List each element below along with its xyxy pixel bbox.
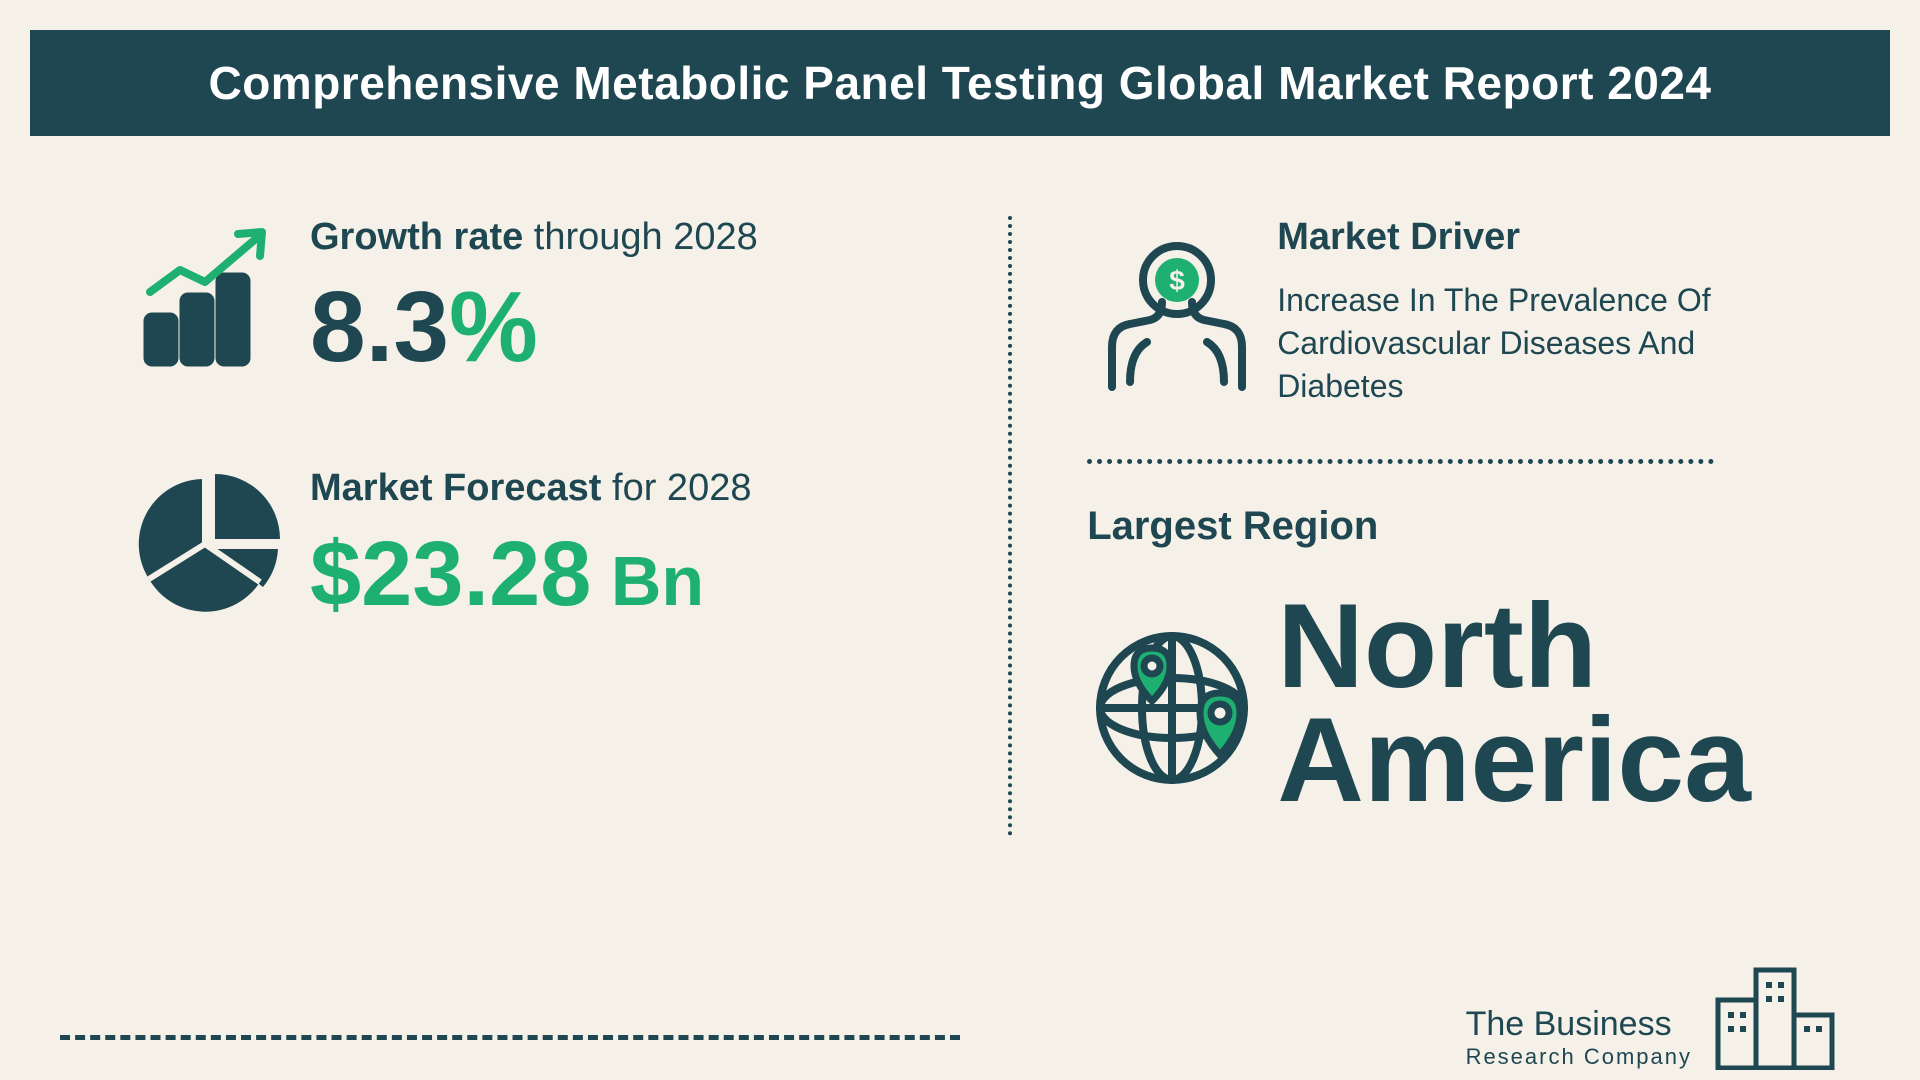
globe-pin-icon <box>1087 613 1277 793</box>
region-block: Largest Region <box>1087 504 1800 817</box>
vertical-divider <box>1008 216 1012 836</box>
driver-block: $ Market Driver Increase In The Prevalen… <box>1087 216 1800 409</box>
forecast-label: Market Forecast for 2028 <box>310 467 987 510</box>
forecast-label-rest: for 2028 <box>601 467 751 509</box>
bottom-dashed-line <box>60 1035 960 1040</box>
content-grid: Growth rate through 2028 8.3% <box>0 136 1920 896</box>
region-title: Largest Region <box>1087 504 1800 549</box>
driver-description: Increase In The Prevalence Of Cardiovasc… <box>1277 279 1800 409</box>
growth-label-rest: through 2028 <box>523 216 758 258</box>
logo-line2: Research Company <box>1466 1044 1692 1070</box>
logo-text: The Business Research Company <box>1466 1005 1692 1070</box>
header-bar: Comprehensive Metabolic Panel Testing Gl… <box>30 30 1890 136</box>
growth-value-suffix: % <box>449 271 538 383</box>
forecast-unit: Bn <box>591 542 704 620</box>
growth-block: Growth rate through 2028 8.3% <box>120 216 987 377</box>
logo-line1a: The <box>1466 1005 1534 1043</box>
logo-buildings-icon <box>1710 950 1850 1070</box>
horizontal-dotted-divider <box>1087 459 1714 464</box>
region-value-line1: North <box>1277 589 1751 703</box>
growth-value: 8.3% <box>310 277 987 377</box>
growth-chart-icon <box>120 222 300 372</box>
company-logo: The Business Research Company <box>1466 950 1850 1070</box>
forecast-value: $23.28 Bn <box>310 528 987 620</box>
driver-title: Market Driver <box>1277 216 1800 259</box>
left-column: Growth rate through 2028 8.3% <box>120 216 1027 896</box>
forecast-number: 23.28 <box>361 523 591 625</box>
growth-text: Growth rate through 2028 8.3% <box>300 216 987 377</box>
region-value-line2: America <box>1277 703 1751 817</box>
growth-label: Growth rate through 2028 <box>310 216 987 259</box>
right-column: $ Market Driver Increase In The Prevalen… <box>1027 216 1800 896</box>
pie-chart-icon <box>120 469 300 619</box>
forecast-label-bold: Market Forecast <box>310 467 601 509</box>
forecast-text: Market Forecast for 2028 $23.28 Bn <box>300 467 987 620</box>
hands-coin-icon: $ <box>1087 232 1267 392</box>
svg-text:$: $ <box>1169 265 1185 296</box>
logo-line1b: Business <box>1534 1005 1672 1043</box>
forecast-block: Market Forecast for 2028 $23.28 Bn <box>120 467 987 620</box>
page-title: Comprehensive Metabolic Panel Testing Gl… <box>90 56 1830 110</box>
driver-text-wrap: Market Driver Increase In The Prevalence… <box>1267 216 1800 409</box>
growth-value-number: 8.3 <box>310 271 449 383</box>
growth-label-bold: Growth rate <box>310 216 523 258</box>
region-value-wrap: North America <box>1277 589 1751 817</box>
forecast-prefix: $ <box>310 523 361 625</box>
